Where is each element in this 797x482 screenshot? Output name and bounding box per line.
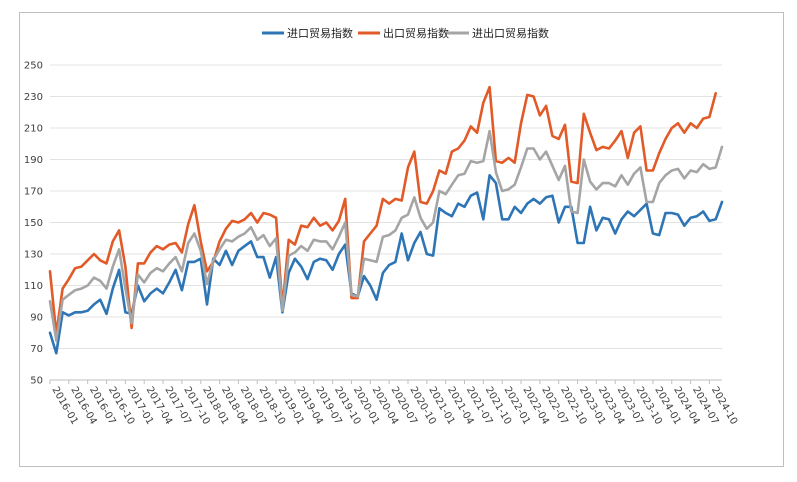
legend-label: 进口贸易指数 [287,26,353,40]
y-tick-label: 90 [30,313,43,324]
series-line-3 [48,129,724,342]
y-tick-label: 70 [30,344,43,355]
x-axis: 2016-012016-042016-072016-102017-012017-… [49,380,739,427]
legend-label: 出口贸易指数 [383,26,449,40]
y-tick-label: 170 [24,187,43,198]
series-lines [48,85,724,355]
y-tick-label: 130 [24,250,43,261]
series-line-1 [48,174,724,355]
y-tick-label: 50 [30,376,43,387]
y-axis: 50 70 90 110 130 150 170 190 210 230 250 [24,61,43,387]
y-tick-label: 230 [24,92,43,103]
y-tick-label: 190 [24,155,43,166]
y-tick-label: 250 [24,61,43,72]
y-tick-label: 150 [24,218,43,229]
legend: 进口贸易指数 出口贸易指数 进出口贸易指数 [262,26,549,40]
y-tick-label: 110 [24,281,43,292]
series-line-2 [48,85,718,336]
legend-label: 进出口贸易指数 [472,26,549,40]
y-tick-label: 210 [24,124,43,135]
